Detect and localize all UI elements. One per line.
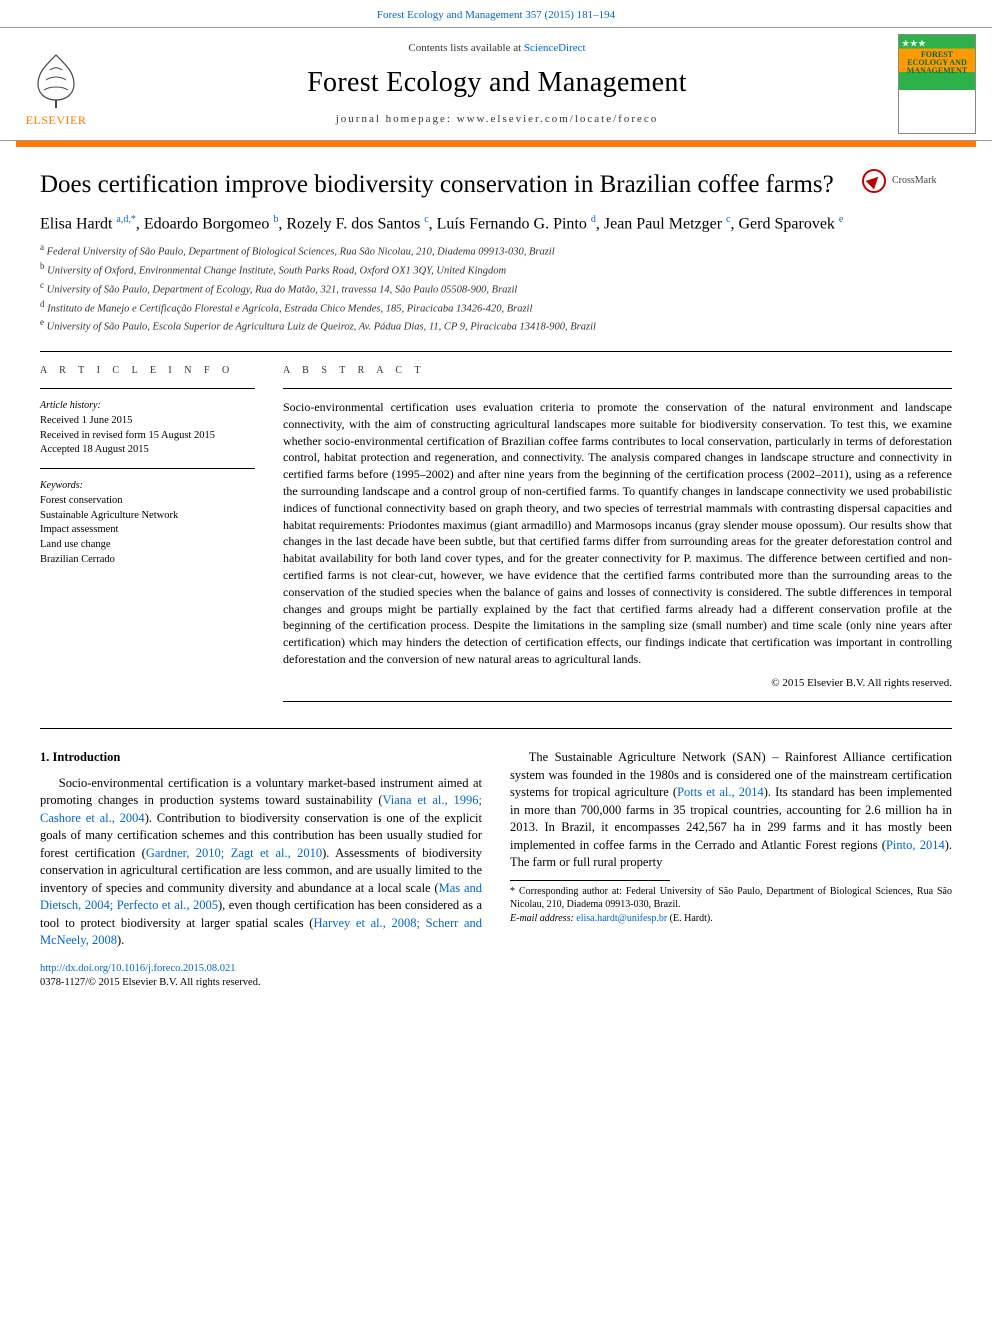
contents-available-line: Contents lists available at ScienceDirec… bbox=[96, 41, 898, 56]
body-paragraph: Socio-environmental certification is a v… bbox=[40, 775, 482, 950]
body-text: ). bbox=[117, 933, 124, 947]
author: , Luís Fernando G. Pinto bbox=[429, 215, 591, 232]
author-affil-sup[interactable]: e bbox=[839, 214, 843, 225]
cover-stars-icon: ★★★ bbox=[902, 38, 927, 49]
section-heading: 1. Introduction bbox=[40, 749, 482, 767]
abstract-column: A B S T R A C T Socio-environmental cert… bbox=[283, 364, 952, 712]
section-title: Introduction bbox=[53, 750, 121, 764]
keyword: Forest conservation bbox=[40, 494, 255, 509]
history-item: Received in revised form 15 August 2015 bbox=[40, 429, 255, 444]
cover-title: FOREST ECOLOGY AND MANAGEMENT bbox=[907, 51, 967, 75]
crossmark-badge[interactable]: CrossMark bbox=[862, 169, 952, 193]
author: , Edoardo Borgomeo bbox=[136, 215, 273, 232]
running-head: Forest Ecology and Management 357 (2015)… bbox=[0, 0, 992, 27]
elsevier-wordmark: ELSEVIER bbox=[26, 112, 87, 129]
abstract-text: Socio-environmental certification uses e… bbox=[283, 399, 952, 668]
keyword: Brazilian Cerrado bbox=[40, 553, 255, 568]
abstract-copyright: © 2015 Elsevier B.V. All rights reserved… bbox=[283, 676, 952, 691]
doi-link[interactable]: http://dx.doi.org/10.1016/j.foreco.2015.… bbox=[40, 963, 236, 974]
affil-text: University of Oxford, Environmental Chan… bbox=[47, 266, 506, 277]
affil-text: Federal University of São Paulo, Departm… bbox=[47, 247, 555, 258]
keyword: Land use change bbox=[40, 538, 255, 553]
rule bbox=[40, 728, 952, 729]
affiliations: a Federal University of São Paulo, Depar… bbox=[0, 239, 992, 345]
affiliation: e University of São Paulo, Escola Superi… bbox=[40, 316, 952, 335]
elsevier-tree-icon bbox=[26, 50, 86, 110]
rule bbox=[283, 388, 952, 389]
keyword: Sustainable Agriculture Network bbox=[40, 509, 255, 524]
keywords-list: Forest conservation Sustainable Agricult… bbox=[40, 494, 255, 567]
contents-prefix: Contents lists available at bbox=[408, 42, 523, 54]
affiliation: c University of São Paulo, Department of… bbox=[40, 279, 952, 298]
author: , Gerd Sparovek bbox=[731, 215, 839, 232]
affiliation: b University of Oxford, Environmental Ch… bbox=[40, 260, 952, 279]
email-suffix: (E. Hardt). bbox=[667, 913, 713, 924]
affil-text: Instituto de Manejo e Certificação Flore… bbox=[47, 303, 532, 314]
history-label: Article history: bbox=[40, 399, 255, 413]
issn-copyright: 0378-1127/© 2015 Elsevier B.V. All right… bbox=[40, 976, 952, 991]
email-label: E-mail address: bbox=[510, 913, 576, 924]
cover-title-line: MANAGEMENT bbox=[907, 67, 967, 75]
author-email-link[interactable]: elisa.hardt@unifesp.br bbox=[576, 913, 667, 924]
author-affil-sup[interactable]: a,d, bbox=[116, 214, 130, 225]
affil-key: e bbox=[40, 317, 44, 327]
article-info-column: A R T I C L E I N F O Article history: R… bbox=[40, 364, 255, 712]
affil-key: b bbox=[40, 261, 45, 271]
history-item: Received 1 June 2015 bbox=[40, 414, 255, 429]
elsevier-logo: ELSEVIER bbox=[16, 40, 96, 128]
keywords-label: Keywords: bbox=[40, 479, 255, 493]
body-paragraph: The Sustainable Agriculture Network (SAN… bbox=[510, 749, 952, 872]
footnotes: * Corresponding author at: Federal Unive… bbox=[510, 880, 952, 926]
affiliation: a Federal University of São Paulo, Depar… bbox=[40, 241, 952, 260]
author: , Rozely F. dos Santos bbox=[278, 215, 424, 232]
article-info-heading: A R T I C L E I N F O bbox=[40, 364, 255, 378]
affil-text: University of São Paulo, Department of E… bbox=[47, 284, 518, 295]
affil-text: University of São Paulo, Escola Superior… bbox=[47, 322, 596, 333]
authors-line: Elisa Hardt a,d,*, Edoardo Borgomeo b, R… bbox=[0, 207, 992, 240]
homepage-url: www.elsevier.com/locate/foreco bbox=[457, 113, 659, 125]
masthead-center: Contents lists available at ScienceDirec… bbox=[96, 41, 898, 127]
masthead: ELSEVIER Contents lists available at Sci… bbox=[0, 27, 992, 141]
footnote-rule bbox=[510, 880, 670, 881]
history-item: Accepted 18 August 2015 bbox=[40, 443, 255, 458]
affiliation: d Instituto de Manejo e Certificação Flo… bbox=[40, 298, 952, 317]
email-line: E-mail address: elisa.hardt@unifesp.br (… bbox=[510, 912, 952, 926]
homepage-prefix: journal homepage: bbox=[336, 113, 457, 125]
paper-title: Does certification improve biodiversity … bbox=[40, 169, 834, 200]
corresponding-author-note: * Corresponding author at: Federal Unive… bbox=[510, 885, 952, 912]
page-footer: http://dx.doi.org/10.1016/j.foreco.2015.… bbox=[0, 956, 992, 1009]
corr-text: Corresponding author at: Federal Univers… bbox=[510, 886, 952, 911]
citation-link[interactable]: Gardner, 2010; Zagt et al., 2010 bbox=[146, 846, 322, 860]
rule bbox=[283, 701, 952, 702]
rule bbox=[40, 388, 255, 389]
rule bbox=[40, 351, 952, 352]
citation-link[interactable]: Potts et al., 2014 bbox=[677, 785, 764, 799]
affil-key: a bbox=[40, 242, 44, 252]
citation-link[interactable]: Pinto, 2014 bbox=[886, 838, 945, 852]
journal-homepage-line: journal homepage: www.elsevier.com/locat… bbox=[96, 112, 898, 127]
keyword: Impact assessment bbox=[40, 523, 255, 538]
section-number: 1. bbox=[40, 750, 49, 764]
crossmark-label: CrossMark bbox=[892, 174, 936, 188]
affil-key: c bbox=[40, 280, 44, 290]
author: , Jean Paul Metzger bbox=[596, 215, 726, 232]
author: Elisa Hardt bbox=[40, 215, 116, 232]
rule bbox=[40, 468, 255, 469]
journal-cover-thumb: ★★★ FOREST ECOLOGY AND MANAGEMENT bbox=[898, 34, 976, 134]
journal-name: Forest Ecology and Management bbox=[96, 63, 898, 102]
sciencedirect-link[interactable]: ScienceDirect bbox=[524, 42, 586, 54]
affil-key: d bbox=[40, 299, 45, 309]
citation-link[interactable]: Forest Ecology and Management 357 (2015)… bbox=[377, 9, 615, 21]
body-two-column: 1. Introduction Socio-environmental cert… bbox=[0, 735, 992, 956]
abstract-heading: A B S T R A C T bbox=[283, 364, 952, 378]
crossmark-icon bbox=[862, 169, 886, 193]
